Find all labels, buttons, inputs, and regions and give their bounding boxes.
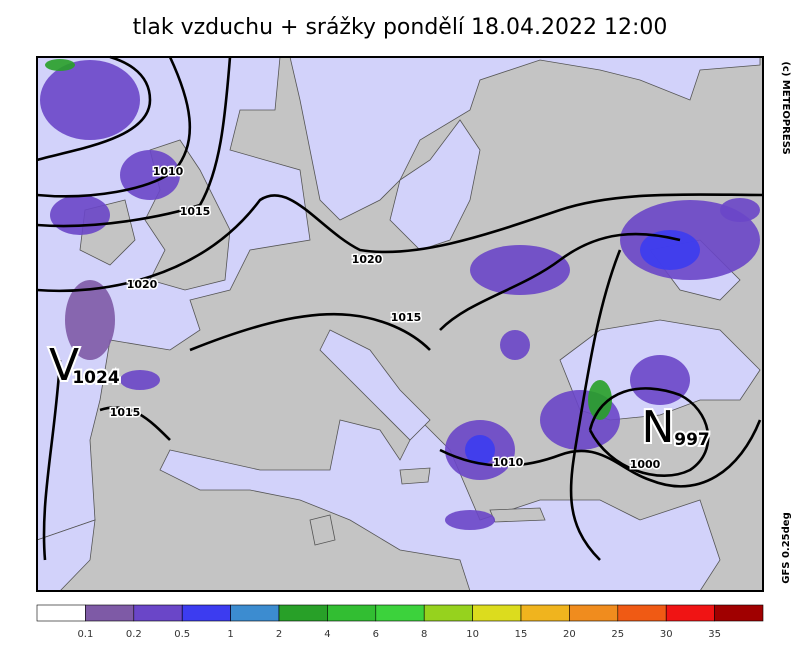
precipitation (50, 195, 110, 235)
legend: 0.1 0.2 0.5 1 2 4 6 8 10 15 20 25 30 35 (36, 604, 764, 640)
isobar-label: 1000 (630, 458, 661, 471)
isobar (569, 249, 622, 561)
legend-label: 8 (421, 629, 427, 640)
legend-swatch (375, 604, 425, 622)
legend-swatch (714, 604, 764, 622)
legend-label: 15 (515, 629, 528, 640)
legend-label: 0.5 (174, 629, 190, 640)
precipitation (45, 59, 75, 71)
legend-label: 2 (276, 629, 282, 640)
legend-label: 1 (227, 629, 233, 640)
land (399, 467, 431, 485)
legend-swatch (133, 604, 183, 622)
isobar-label: 1015 (391, 311, 422, 324)
isobar-label: 1015 (180, 205, 211, 218)
isobar (36, 193, 764, 293)
isobar (36, 55, 152, 162)
pressure-center-value: 997 (674, 430, 710, 450)
credit: (c) METEOPRESS (780, 61, 791, 154)
land (309, 514, 336, 546)
land (489, 507, 546, 523)
sea (36, 56, 311, 541)
precipitation (40, 60, 140, 140)
legend-label: 4 (324, 629, 330, 640)
legend-label: 0.1 (77, 629, 93, 640)
isobar (99, 232, 681, 441)
isobar (588, 387, 710, 478)
precipitation (588, 380, 612, 420)
legend-swatch (569, 604, 619, 622)
precipitation (65, 280, 115, 360)
isobar-label: 1010 (153, 165, 184, 178)
isobar-label: 1020 (127, 278, 158, 291)
sea (319, 329, 431, 441)
isobar (42, 312, 431, 561)
legend-label: 10 (466, 629, 479, 640)
legend-swatch (230, 604, 280, 622)
legend-swatch (520, 604, 570, 622)
precipitation (470, 245, 570, 295)
map-title: tlak vzduchu + srážky pondělí 18.04.2022… (133, 15, 668, 40)
precipitation (120, 370, 160, 390)
precipitation (445, 510, 495, 530)
legend-label: 0.2 (126, 629, 142, 640)
precipitation (640, 230, 700, 270)
legend-swatch (617, 604, 667, 622)
legend-label: 35 (708, 629, 721, 640)
legend-label: 25 (611, 629, 624, 640)
precipitation (500, 330, 530, 360)
sea (159, 419, 721, 592)
legend-swatch (327, 604, 377, 622)
precipitation (630, 355, 690, 405)
legend-swatch (85, 604, 135, 622)
isobar (36, 56, 232, 228)
isobar-label: 1015 (110, 406, 141, 419)
map-frame (36, 56, 764, 592)
pressure-center-letter: V (49, 340, 79, 391)
legend-swatch (665, 604, 715, 622)
isobar-label: 1010 (493, 456, 524, 469)
precipitation (465, 435, 495, 465)
legend-swatch (423, 604, 473, 622)
sea (389, 119, 481, 251)
pressure-center-letter: N (642, 402, 675, 453)
model-label: GFS 0.25deg (781, 512, 792, 584)
sea (289, 56, 761, 221)
isobar (439, 419, 762, 488)
legend-label: 20 (563, 629, 576, 640)
legend-label: 6 (373, 629, 379, 640)
pressure-center-value: 1024 (72, 368, 119, 388)
legend-label: 30 (660, 629, 673, 640)
legend-swatch (36, 604, 86, 622)
isobar-label: 1020 (352, 253, 383, 266)
legend-swatch (278, 604, 328, 622)
legend-swatch (181, 604, 231, 622)
legend-swatch (472, 604, 522, 622)
precipitation (720, 198, 760, 222)
isobar (36, 56, 192, 198)
